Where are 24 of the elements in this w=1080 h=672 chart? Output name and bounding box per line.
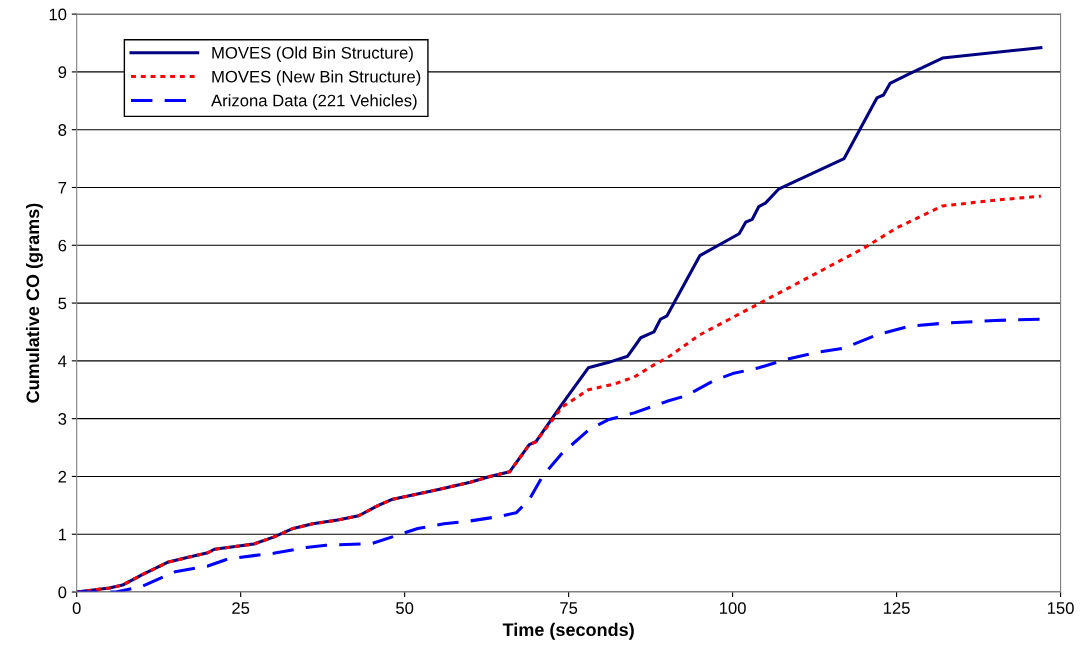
y-tick-label: 6 — [58, 239, 67, 252]
y-tick-label: 5 — [58, 297, 67, 310]
x-tick-label: 25 — [232, 602, 250, 614]
legend-label: MOVES (New Bin Structure) — [212, 70, 421, 86]
y-tick-label: 2 — [58, 470, 67, 483]
y-tick-label: 7 — [58, 182, 67, 194]
x-axis-title: Time (seconds) — [502, 622, 634, 640]
y-tick-label: 1 — [58, 528, 67, 541]
y-tick-label: 9 — [58, 66, 67, 79]
y-tick-label: 10 — [49, 8, 67, 21]
line-series — [76, 194, 1043, 593]
x-tick-label: 0 — [72, 602, 81, 614]
x-tick-label: 75 — [560, 602, 578, 614]
legend-label: Arizona Data (221 Vehicles) — [211, 94, 417, 110]
y-tick-label: 3 — [58, 413, 67, 425]
x-tick-label: 100 — [719, 602, 746, 614]
legend-label: MOVES (Old Bin Structure) — [212, 46, 413, 62]
x-tick-label: 125 — [883, 602, 910, 614]
y-tick-label: 8 — [58, 124, 67, 136]
y-tick-label: 4 — [58, 355, 67, 367]
x-tick-label: 50 — [396, 602, 414, 614]
x-tick-label: 150 — [1047, 602, 1074, 614]
y-axis-title: Cumulative CO (grams) — [25, 203, 43, 403]
y-tick-label: 0 — [58, 586, 67, 599]
